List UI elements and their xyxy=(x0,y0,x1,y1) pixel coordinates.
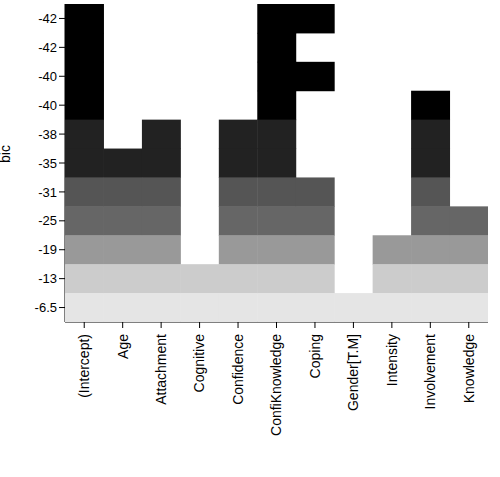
svg-text:Attachment: Attachment xyxy=(153,334,169,405)
svg-text:Cognitive: Cognitive xyxy=(191,334,207,393)
svg-text:-19: -19 xyxy=(38,242,57,257)
svg-text:-40: -40 xyxy=(38,69,57,84)
svg-text:Age: Age xyxy=(115,334,131,359)
svg-text:(Intercept): (Intercept) xyxy=(76,334,92,398)
svg-text:Confidence: Confidence xyxy=(230,334,246,405)
svg-text:Intensity: Intensity xyxy=(384,334,400,386)
svg-text:Knowledge: Knowledge xyxy=(461,334,477,403)
svg-text:-35: -35 xyxy=(38,156,57,171)
svg-text:-38: -38 xyxy=(38,127,57,142)
svg-text:-13: -13 xyxy=(38,271,57,286)
svg-text:-42: -42 xyxy=(38,11,57,26)
svg-text:Gender[T.M]: Gender[T.M] xyxy=(345,334,361,411)
svg-text:-31: -31 xyxy=(38,185,57,200)
svg-text:-42: -42 xyxy=(38,40,57,55)
svg-text:bic: bic xyxy=(8,145,13,163)
svg-text:Involvement: Involvement xyxy=(422,334,438,410)
svg-text:-25: -25 xyxy=(38,213,57,228)
svg-text:ConfiKnowledge: ConfiKnowledge xyxy=(268,334,284,436)
svg-text:-40: -40 xyxy=(38,98,57,113)
svg-text:-6.5: -6.5 xyxy=(35,300,57,315)
svg-text:Coping: Coping xyxy=(307,334,323,378)
